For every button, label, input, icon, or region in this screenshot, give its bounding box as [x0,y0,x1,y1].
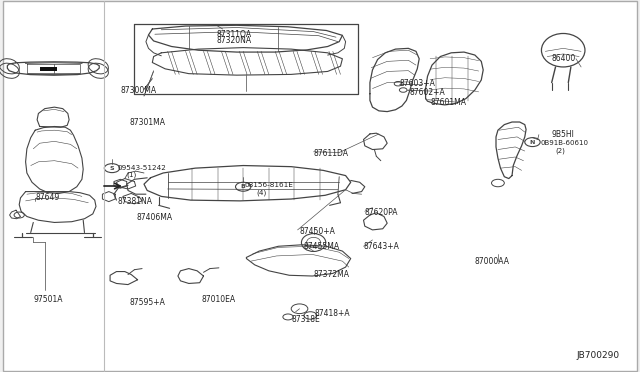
Text: 87455MA: 87455MA [304,242,340,251]
Text: 87318E: 87318E [291,315,320,324]
Text: N: N [530,140,535,145]
Text: 87406MA: 87406MA [136,213,172,222]
Text: 87372MA: 87372MA [314,270,349,279]
Text: 86400: 86400 [552,54,576,63]
Text: 9B5HI: 9B5HI [552,130,575,139]
Text: (1): (1) [127,171,137,178]
FancyBboxPatch shape [3,1,637,371]
Text: 87300MA: 87300MA [120,86,156,94]
Text: 87320NA: 87320NA [216,36,252,45]
Text: 0B91B-60610: 0B91B-60610 [541,140,589,146]
Text: 87381NA: 87381NA [117,197,152,206]
Text: B: B [241,184,246,189]
Text: 87595+A: 87595+A [129,298,165,307]
Bar [40,67,56,71]
Text: 87620PA: 87620PA [365,208,398,217]
Text: 87418+A: 87418+A [315,309,351,318]
Text: 87301MA: 87301MA [129,118,165,126]
Text: 87602+A: 87602+A [410,88,445,97]
Text: 87311QA: 87311QA [216,30,252,39]
Text: 87649: 87649 [35,193,60,202]
Text: 87010EA: 87010EA [202,295,236,304]
Text: (2): (2) [556,147,565,154]
Text: 08156-8161E: 08156-8161E [244,182,293,188]
Text: 87601MA: 87601MA [430,98,466,107]
Text: 87643+A: 87643+A [364,242,399,251]
Text: JB700290: JB700290 [577,351,620,360]
Text: 87603+A: 87603+A [400,79,436,88]
Text: 87611DA: 87611DA [314,149,349,158]
Text: 87450+A: 87450+A [300,227,335,236]
Text: (4): (4) [256,189,266,196]
Text: 87000AA: 87000AA [475,257,510,266]
Text: 97501A: 97501A [34,295,63,304]
Text: 09543-51242: 09543-51242 [117,165,166,171]
Text: S: S [109,166,115,171]
